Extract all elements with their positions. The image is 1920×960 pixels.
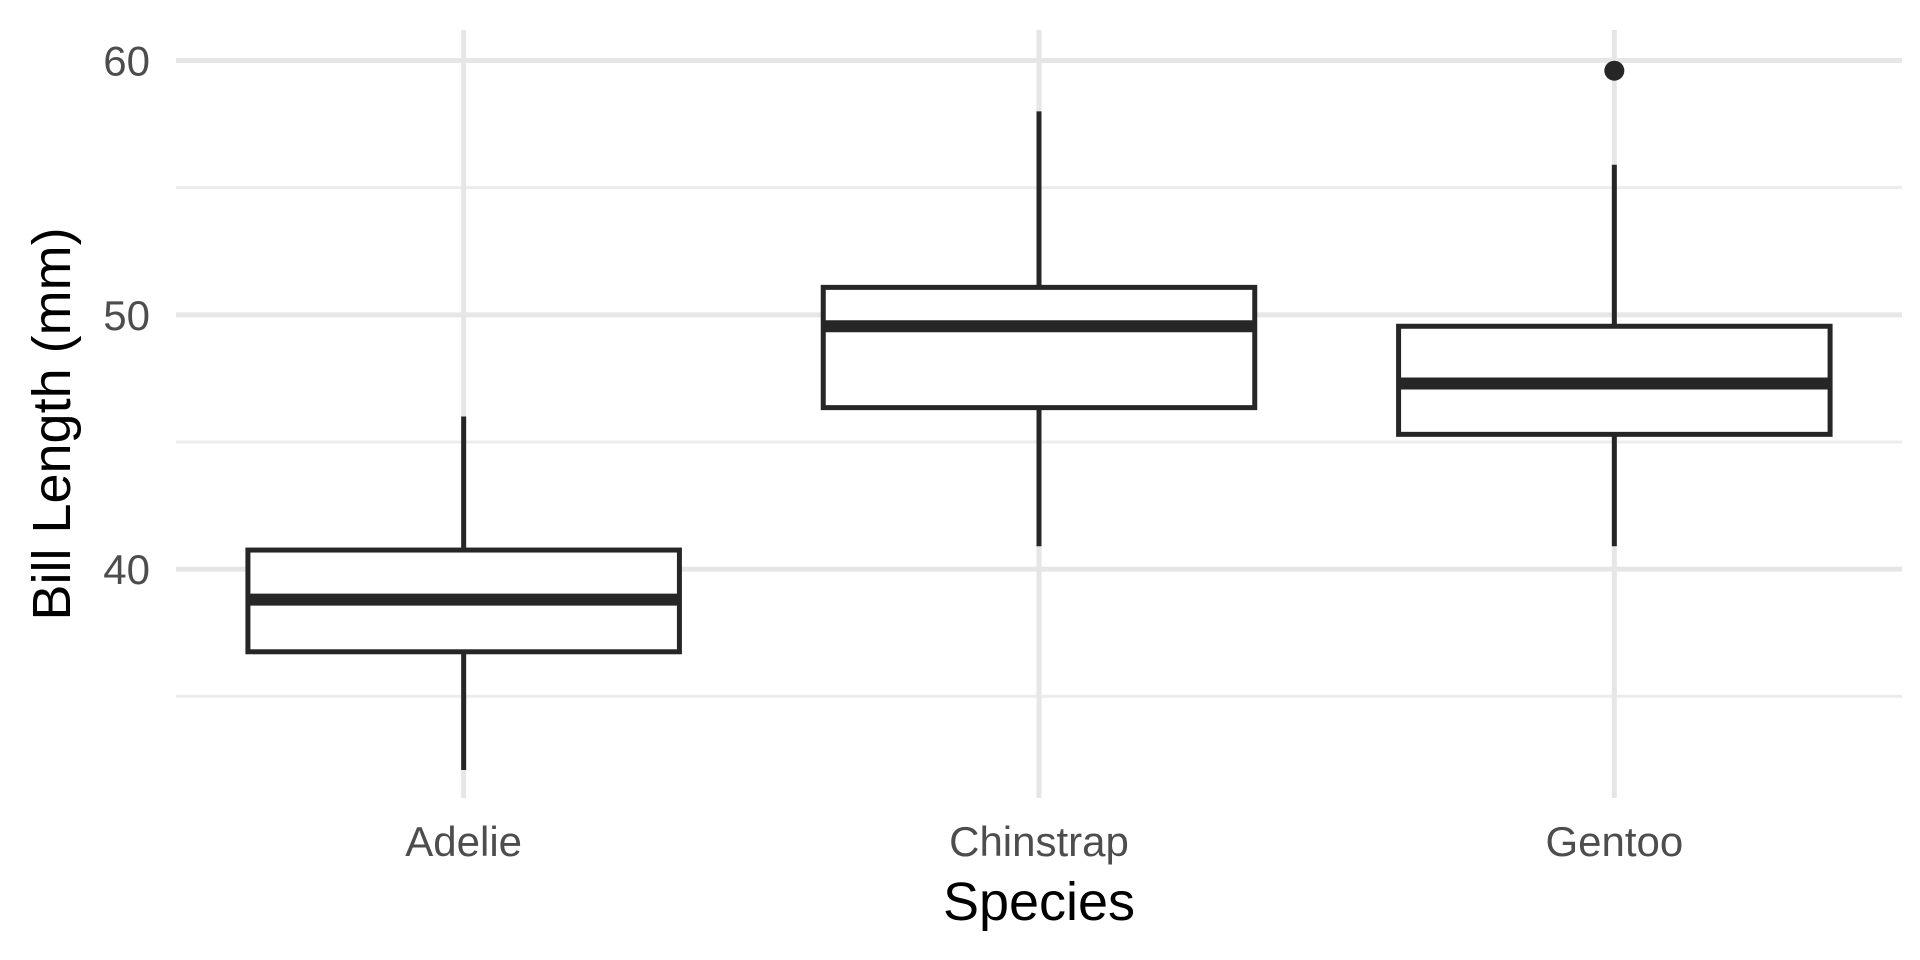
box-group-chinstrap bbox=[820, 111, 1258, 547]
iqr-box bbox=[820, 284, 1258, 411]
x-tick-label: Chinstrap bbox=[949, 818, 1129, 865]
y-tick-label: 40 bbox=[103, 546, 150, 593]
x-tick-label: Adelie bbox=[405, 818, 522, 865]
box-plot-series bbox=[245, 60, 1833, 771]
outlier-point bbox=[1604, 60, 1625, 81]
y-tick-label: 50 bbox=[103, 292, 150, 339]
y-axis-title: Bill Length (mm) bbox=[22, 227, 82, 620]
x-axis-tick-labels: Adelie Chinstrap Gentoo bbox=[405, 818, 1683, 865]
y-tick-label: 60 bbox=[103, 38, 150, 85]
box-group-adelie bbox=[245, 416, 682, 771]
x-axis-title: Species bbox=[943, 872, 1135, 932]
x-tick-label: Gentoo bbox=[1545, 818, 1683, 865]
box-group-gentoo bbox=[1396, 60, 1833, 547]
y-axis-tick-labels: 40 50 60 bbox=[103, 38, 150, 594]
